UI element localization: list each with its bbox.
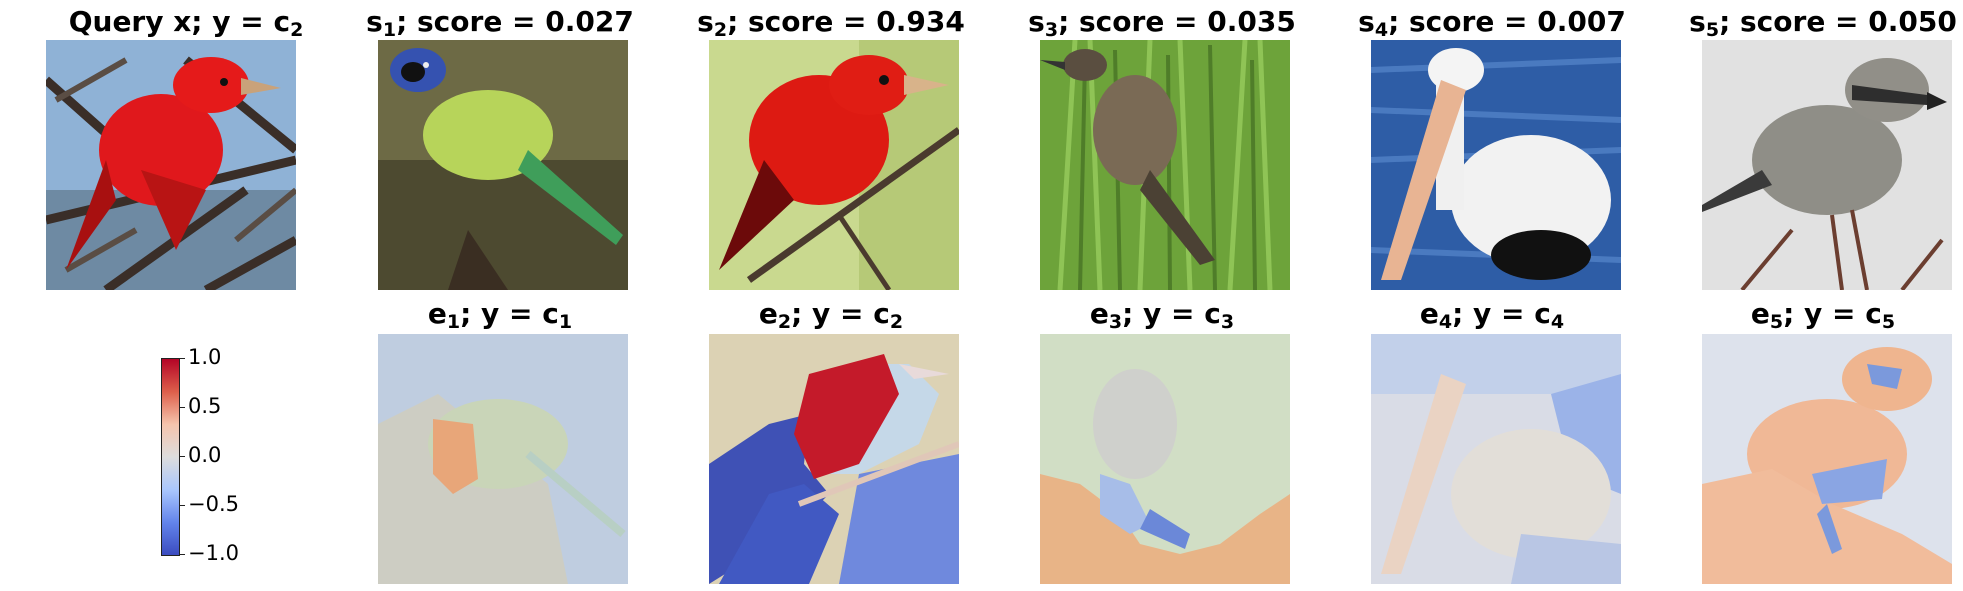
- colorbar-tick: [179, 456, 185, 457]
- colorbar-label-max: 1.0: [188, 345, 222, 369]
- colorbar-label-zero: 0.0: [188, 443, 222, 467]
- colorbar-tick: [179, 407, 185, 408]
- sample-title-1: s1; score = 0.027: [366, 5, 634, 41]
- explanation-title-5: e5; y = c5: [1750, 297, 1896, 333]
- explanation-map-4: [1371, 334, 1621, 584]
- colorbar-tick: [179, 554, 185, 555]
- colorbar-label-min: −1.0: [188, 541, 239, 565]
- explanation-title-1: e1; y = c1: [427, 297, 573, 333]
- explanation-title-4: e4; y = c4: [1419, 297, 1565, 333]
- sample-title-3: s3; score = 0.035: [1028, 5, 1296, 41]
- explanation-map-5: [1702, 334, 1952, 584]
- sample-title-5: s5; score = 0.050: [1689, 5, 1957, 41]
- sample-image-4: [1371, 40, 1621, 290]
- explanation-title-2: e2; y = c2: [758, 297, 904, 333]
- colorbar: [161, 358, 180, 556]
- sample-image-1: [378, 40, 628, 290]
- colorbar-tick: [179, 358, 185, 359]
- explanation-map-1: [378, 334, 628, 584]
- colorbar-tick: [179, 505, 185, 506]
- sample-image-3: [1040, 40, 1290, 290]
- sample-image-5: [1702, 40, 1952, 290]
- query-title-sub: 2: [290, 19, 304, 41]
- query-title: Query x; y = c2: [21, 5, 351, 41]
- sample-title-2: s2; score = 0.934: [697, 5, 965, 41]
- explanation-map-3: [1040, 334, 1290, 584]
- explanation-title-3: e3; y = c3: [1089, 297, 1235, 333]
- sample-title-4: s4; score = 0.007: [1358, 5, 1626, 41]
- query-title-main: Query x; y = c: [68, 5, 291, 38]
- colorbar-label-neg-half: −0.5: [188, 492, 239, 516]
- explanation-map-2: [709, 334, 959, 584]
- sample-image-2: [709, 40, 959, 290]
- colorbar-label-half: 0.5: [188, 394, 222, 418]
- query-image: [46, 40, 296, 290]
